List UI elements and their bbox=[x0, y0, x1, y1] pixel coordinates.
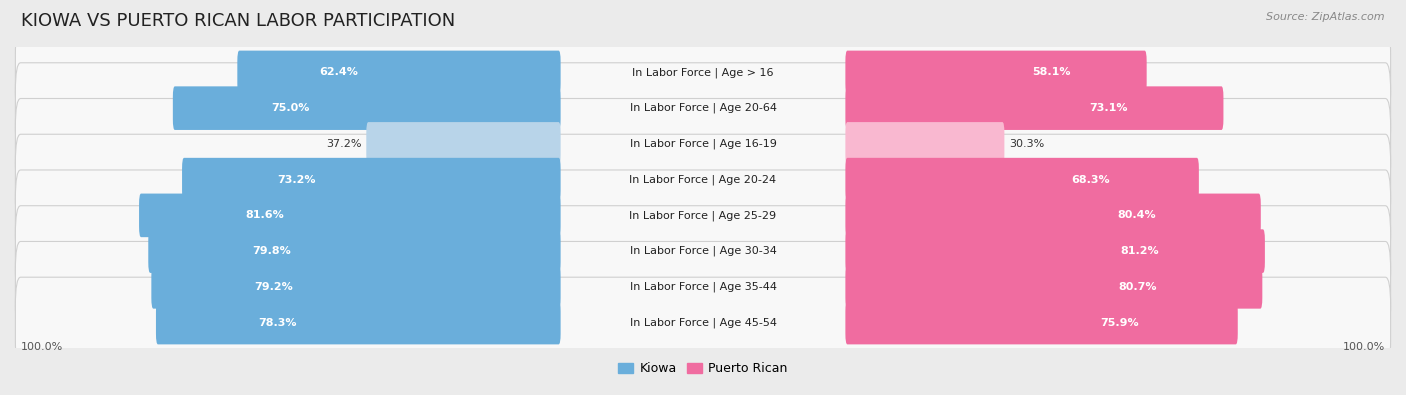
FancyBboxPatch shape bbox=[15, 134, 1391, 225]
Text: 78.3%: 78.3% bbox=[259, 318, 297, 327]
FancyBboxPatch shape bbox=[15, 170, 1391, 261]
FancyBboxPatch shape bbox=[15, 63, 1391, 154]
Text: In Labor Force | Age 20-24: In Labor Force | Age 20-24 bbox=[630, 174, 776, 185]
Text: 79.8%: 79.8% bbox=[252, 246, 291, 256]
Text: 62.4%: 62.4% bbox=[319, 68, 359, 77]
FancyBboxPatch shape bbox=[181, 158, 561, 201]
Text: 100.0%: 100.0% bbox=[1343, 342, 1385, 352]
Text: 81.2%: 81.2% bbox=[1121, 246, 1159, 256]
Text: KIOWA VS PUERTO RICAN LABOR PARTICIPATION: KIOWA VS PUERTO RICAN LABOR PARTICIPATIO… bbox=[21, 12, 456, 30]
FancyBboxPatch shape bbox=[845, 87, 1223, 130]
FancyBboxPatch shape bbox=[148, 229, 561, 273]
FancyBboxPatch shape bbox=[152, 265, 561, 308]
Text: 73.1%: 73.1% bbox=[1090, 103, 1128, 113]
FancyBboxPatch shape bbox=[845, 194, 1261, 237]
Text: In Labor Force | Age 20-64: In Labor Force | Age 20-64 bbox=[630, 103, 776, 113]
Text: Source: ZipAtlas.com: Source: ZipAtlas.com bbox=[1267, 12, 1385, 22]
FancyBboxPatch shape bbox=[845, 229, 1265, 273]
FancyBboxPatch shape bbox=[15, 98, 1391, 189]
Text: 58.1%: 58.1% bbox=[1032, 68, 1070, 77]
Text: 75.9%: 75.9% bbox=[1099, 318, 1139, 327]
FancyBboxPatch shape bbox=[845, 301, 1237, 344]
Text: In Labor Force | Age 30-34: In Labor Force | Age 30-34 bbox=[630, 246, 776, 256]
Text: In Labor Force | Age > 16: In Labor Force | Age > 16 bbox=[633, 67, 773, 78]
Text: 75.0%: 75.0% bbox=[271, 103, 309, 113]
FancyBboxPatch shape bbox=[845, 122, 1004, 166]
FancyBboxPatch shape bbox=[15, 206, 1391, 297]
FancyBboxPatch shape bbox=[845, 158, 1199, 201]
FancyBboxPatch shape bbox=[15, 277, 1391, 368]
Text: 79.2%: 79.2% bbox=[254, 282, 294, 292]
FancyBboxPatch shape bbox=[15, 241, 1391, 332]
Text: 80.4%: 80.4% bbox=[1118, 211, 1156, 220]
FancyBboxPatch shape bbox=[173, 87, 561, 130]
Text: 30.3%: 30.3% bbox=[1010, 139, 1045, 149]
Text: 68.3%: 68.3% bbox=[1071, 175, 1109, 184]
Text: In Labor Force | Age 35-44: In Labor Force | Age 35-44 bbox=[630, 282, 776, 292]
Text: 37.2%: 37.2% bbox=[326, 139, 361, 149]
FancyBboxPatch shape bbox=[15, 27, 1391, 118]
FancyBboxPatch shape bbox=[156, 301, 561, 344]
Text: In Labor Force | Age 16-19: In Labor Force | Age 16-19 bbox=[630, 139, 776, 149]
Text: In Labor Force | Age 25-29: In Labor Force | Age 25-29 bbox=[630, 210, 776, 221]
Text: 81.6%: 81.6% bbox=[246, 211, 284, 220]
Text: 80.7%: 80.7% bbox=[1119, 282, 1157, 292]
Text: 100.0%: 100.0% bbox=[21, 342, 63, 352]
Text: 73.2%: 73.2% bbox=[277, 175, 316, 184]
Text: In Labor Force | Age 45-54: In Labor Force | Age 45-54 bbox=[630, 317, 776, 328]
FancyBboxPatch shape bbox=[139, 194, 561, 237]
Legend: Kiowa, Puerto Rican: Kiowa, Puerto Rican bbox=[613, 357, 793, 380]
FancyBboxPatch shape bbox=[845, 265, 1263, 308]
FancyBboxPatch shape bbox=[238, 51, 561, 94]
FancyBboxPatch shape bbox=[367, 122, 561, 166]
FancyBboxPatch shape bbox=[845, 51, 1147, 94]
